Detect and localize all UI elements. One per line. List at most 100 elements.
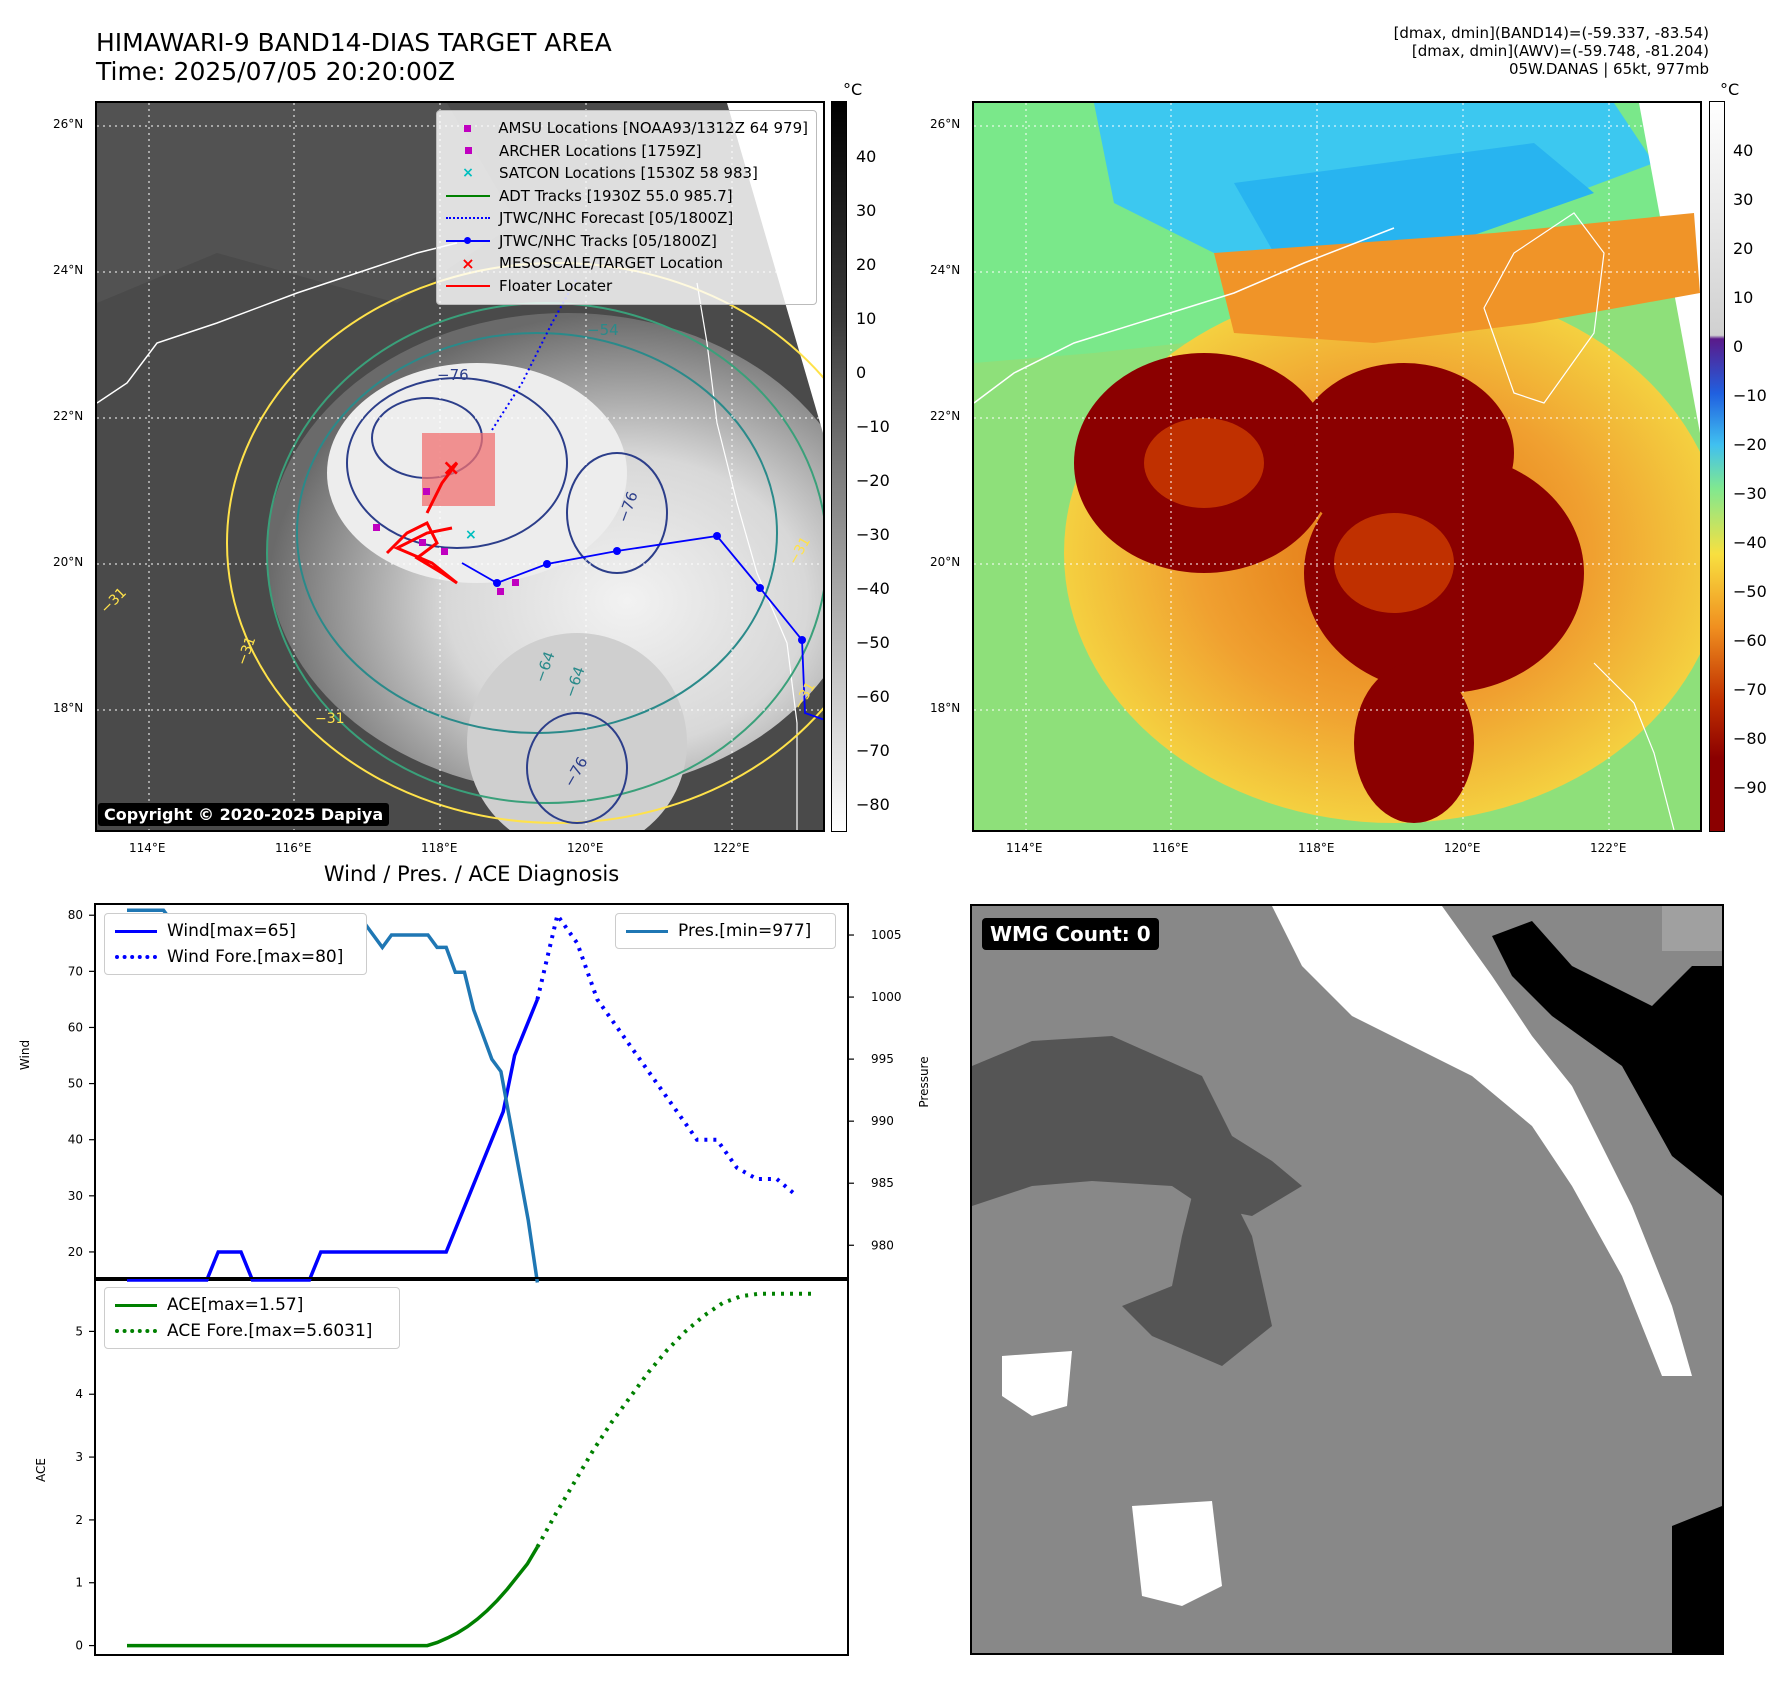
solid-line-icon <box>446 284 490 287</box>
lon-label: 118°E <box>1298 841 1335 855</box>
solid-line-icon <box>626 929 668 933</box>
contour-label: −54 <box>587 321 619 339</box>
svg-text:×: × <box>465 527 477 543</box>
svg-text:×: × <box>442 456 460 481</box>
ace-tick-label: 5 <box>75 1324 83 1338</box>
map-legend: AMSU Locations [NOAA93/1312Z 64 979] ARC… <box>436 110 817 305</box>
band14-map-panel: × × −76 −54 −76 −64 −64 −76 −31 −31 −31 … <box>95 101 825 832</box>
square-marker-icon <box>464 147 472 155</box>
lat-label: 20°N <box>930 555 961 569</box>
wind-tick-label: 70 <box>68 964 83 978</box>
pressure-tick-label: 985 <box>871 1176 894 1190</box>
lon-label: 116°E <box>275 841 312 855</box>
ace-series-line <box>127 1546 539 1648</box>
pressure-legend: Pres.[min=977] <box>615 913 836 949</box>
ace-legend: ACE[max=1.57] ACE Fore.[max=5.6031] <box>104 1287 400 1349</box>
legend-item-mesoscale: × MESOSCALE/TARGET Location <box>445 252 808 275</box>
ace-tick-label: 4 <box>75 1387 83 1401</box>
lat-label: 26°N <box>930 117 961 131</box>
legend-item-wind: Wind[max=65] <box>113 918 358 944</box>
lat-label: 18°N <box>930 701 961 715</box>
wind-axis-label: Wind <box>18 1039 32 1071</box>
wind-tick-label: 20 <box>68 1245 83 1259</box>
wmg-panel: WMG Count: 0 <box>970 904 1724 1655</box>
solid-line-icon <box>446 194 490 197</box>
legend-item-wind-fore: Wind Fore.[max=80] <box>113 944 358 970</box>
awv-map-image <box>974 103 1700 830</box>
lon-label: 114°E <box>1006 841 1043 855</box>
ace-forecast-line <box>535 1291 815 1548</box>
wmg-count-label: WMG Count: 0 <box>982 918 1159 950</box>
dmax-info: [dmax, dmin](BAND14)=(-59.337, -83.54) [… <box>1394 24 1709 78</box>
awv-colorbar <box>1709 101 1725 832</box>
wmg-image <box>972 906 1722 1653</box>
solid-line-icon <box>115 929 157 933</box>
wind-tick-label: 40 <box>68 1133 83 1147</box>
lon-label: 120°E <box>567 841 604 855</box>
wind-forecast-line <box>535 910 799 1198</box>
legend-item-jtwc-forecast: JTWC/NHC Forecast [05/1800Z] <box>445 207 808 230</box>
info-awv: [dmax, dmin](AWV)=(-59.748, -81.204) <box>1411 42 1709 60</box>
colorbar-unit: °C <box>1720 80 1740 99</box>
ace-tick-label: 1 <box>75 1576 83 1590</box>
wind-tick-label: 80 <box>68 908 83 922</box>
pressure-tick-label: 980 <box>871 1238 894 1252</box>
lon-label: 122°E <box>713 841 750 855</box>
pressure-tick-label: 995 <box>871 1052 894 1066</box>
lon-label: 118°E <box>421 841 458 855</box>
square-marker-icon <box>464 124 472 132</box>
legend-item-jtwc-tracks: JTWC/NHC Tracks [05/1800Z] <box>445 230 808 253</box>
lat-label: 22°N <box>930 409 961 423</box>
lat-label: 18°N <box>53 701 84 715</box>
contour-label: −31 <box>315 711 345 727</box>
wind-tick-label: 50 <box>68 1077 83 1091</box>
contour-label: −76 <box>437 366 469 384</box>
lat-label: 26°N <box>53 117 84 131</box>
wind-tick-label: 30 <box>68 1189 83 1203</box>
legend-item-pressure: Pres.[min=977] <box>624 918 827 944</box>
ace-tick-label: 3 <box>75 1450 83 1464</box>
legend-item-floater: Floater Locater <box>445 275 808 298</box>
ace-svg: 0 1 2 3 4 5 <box>75 1277 849 1656</box>
title-line-2: Time: 2025/07/05 20:20:00Z <box>96 57 455 86</box>
legend-item-adt: ADT Tracks [1930Z 55.0 985.7] <box>445 185 808 208</box>
line-dot-icon <box>445 232 491 250</box>
pressure-tick-label: 1000 <box>871 990 902 1004</box>
awv-map-panel <box>972 101 1702 832</box>
copyright-label: Copyright © 2020-2025 Dapiya <box>98 803 390 826</box>
lon-label: 114°E <box>129 841 166 855</box>
ace-chart: 0 1 2 3 4 5 ACE[max=1.57] ACE Fore.[max=5.603… <box>75 1277 849 1656</box>
info-storm: 05W.DANAS | 65kt, 977mb <box>1508 60 1709 78</box>
ace-tick-label: 2 <box>75 1513 83 1527</box>
wind-series-line <box>127 998 540 1282</box>
pressure-axis-label: Pressure <box>917 1056 931 1108</box>
info-band14: [dmax, dmin](BAND14)=(-59.337, -83.54) <box>1393 24 1709 42</box>
ace-axis-label: ACE <box>34 1458 48 1482</box>
x-marker-icon: × <box>462 165 474 182</box>
lat-label: 24°N <box>930 263 961 277</box>
wind-pressure-chart: 20 30 40 50 60 70 80 980 985 990 995 1000 1005 Wind[… <box>68 903 902 1283</box>
legend-item-ace: ACE[max=1.57] <box>113 1292 391 1318</box>
title-line-1: HIMAWARI-9 BAND14-DIAS TARGET AREA <box>96 28 612 57</box>
wind-legend: Wind[max=65] Wind Fore.[max=80] <box>104 913 367 975</box>
lat-label: 22°N <box>53 409 84 423</box>
ace-tick-label: 0 <box>75 1639 83 1653</box>
lon-label: 116°E <box>1152 841 1189 855</box>
solid-line-icon <box>115 1303 157 1307</box>
legend-item-satcon: × SATCON Locations [1530Z 58 983] <box>445 162 808 185</box>
figure-title: HIMAWARI-9 BAND14-DIAS TARGET AREA Time:… <box>96 28 612 86</box>
wind-tick-label: 60 <box>68 1020 83 1034</box>
dotted-line-icon <box>115 1329 157 1333</box>
pressure-tick-label: 1005 <box>871 928 902 942</box>
lat-label: 24°N <box>53 263 84 277</box>
dotted-line-icon <box>115 955 157 959</box>
lon-label: 120°E <box>1444 841 1481 855</box>
diag-title: Wind / Pres. / ACE Diagnosis <box>323 862 620 886</box>
legend-item-ace-fore: ACE Fore.[max=5.6031] <box>113 1318 391 1344</box>
x-marker-icon: × <box>461 253 475 273</box>
colorbar-unit: °C <box>843 80 863 99</box>
dotted-line-icon <box>446 217 490 220</box>
lat-label: 20°N <box>53 555 84 569</box>
lon-label: 122°E <box>1590 841 1627 855</box>
band14-colorbar <box>831 101 847 832</box>
